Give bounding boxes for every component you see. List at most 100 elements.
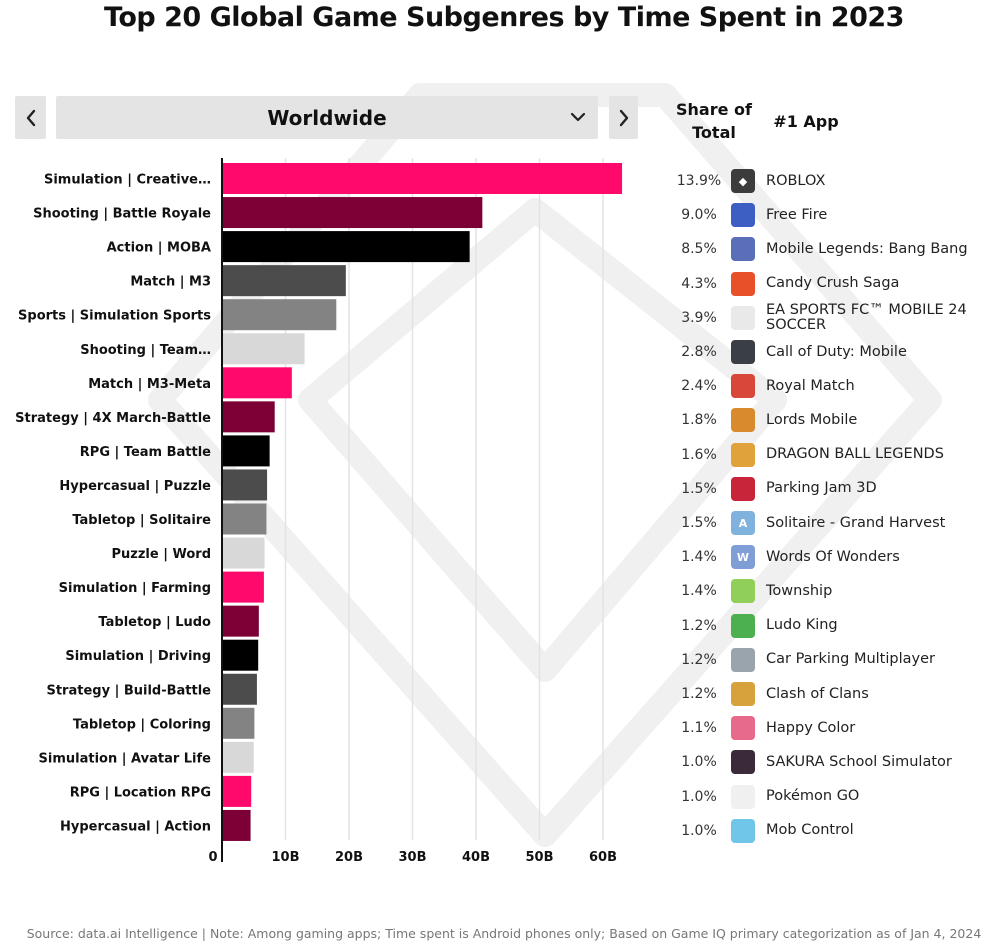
app-name: ROBLOX (766, 172, 826, 189)
bar (222, 469, 268, 501)
app-share: 1.4% (681, 583, 717, 600)
app-row: 4.3% Candy Crush Saga (670, 267, 1000, 301)
app-share: 1.1% (681, 720, 717, 737)
ea-sports-fc-icon (731, 305, 755, 330)
category-label: Simulation | Driving (65, 649, 211, 664)
bar (222, 775, 252, 807)
bar (222, 265, 346, 297)
bar (222, 571, 264, 603)
bar-chart: Simulation | Creative… Shooting | Battle … (15, 158, 623, 865)
chart-title: Top 20 Global Game Subgenres by Time Spe… (104, 2, 904, 33)
category-label: Puzzle | Word (111, 547, 211, 562)
free-fire-icon (731, 203, 755, 228)
app-name: Township (766, 582, 833, 599)
roblox-icon: ◆ (731, 169, 755, 193)
app-share: 1.2% (681, 651, 717, 668)
next-region-button[interactable] (609, 96, 638, 139)
x-tick-label: 10B (272, 850, 300, 865)
app-share: 9.0% (681, 207, 717, 224)
app-name: Car Parking Multiplayer (766, 651, 935, 668)
bar (222, 197, 483, 229)
share-header-line-2: Total (692, 123, 736, 142)
category-label: Hypercasual | Puzzle (59, 479, 211, 494)
app-share: 1.0% (681, 754, 717, 771)
bar (222, 741, 254, 773)
bar (222, 605, 259, 637)
app-share: 1.8% (681, 412, 717, 429)
category-label: Shooting | Battle Royale (33, 207, 211, 222)
app-row: 9.0% Free Fire (670, 198, 1000, 232)
app-row: 1.0% Pokémon GO (670, 780, 1000, 814)
app-share: 1.5% (681, 480, 717, 497)
x-tick-label: 30B (399, 850, 427, 865)
category-label: Tabletop | Coloring (73, 717, 211, 732)
township-icon (731, 579, 755, 604)
bar (222, 809, 251, 841)
lords-mobile-icon (731, 408, 755, 433)
source-note: Source: data.ai Intelligence | Note: Amo… (26, 926, 982, 941)
call-of-duty-icon (731, 340, 755, 364)
x-tick-label: 20B (335, 850, 363, 865)
x-tick-label: 50B (526, 850, 554, 865)
app-name: Clash of Clans (766, 685, 869, 702)
dragon-ball-legends-icon (731, 442, 755, 467)
words-of-wonders-icon: W (731, 545, 755, 570)
app-share: 2.4% (681, 378, 717, 395)
bar (222, 299, 337, 331)
category-label: Sports | Simulation Sports (18, 309, 211, 324)
region-dropdown[interactable]: Worldwide (56, 96, 598, 139)
category-label: Shooting | Team… (80, 343, 211, 358)
category-label: RPG | Location RPG (70, 785, 211, 800)
app-share: 4.3% (681, 275, 717, 292)
category-label: RPG | Team Battle (80, 445, 211, 460)
app-row: 1.5% A Solitaire - Grand Harvest (670, 506, 1000, 540)
bar (222, 537, 265, 569)
app-name: Candy Crush Saga (766, 275, 900, 292)
x-tick-label: 60B (589, 850, 617, 865)
app-share: 1.5% (681, 515, 717, 531)
app-row: 1.2% Clash of Clans (670, 677, 1000, 711)
happy-color-icon (731, 716, 755, 741)
share-column-header: Share of Total (672, 98, 756, 144)
previous-region-button[interactable] (15, 96, 46, 139)
app-share: 1.2% (681, 686, 717, 702)
parking-jam-icon (731, 476, 755, 501)
mobile-legends-icon (731, 237, 755, 262)
app-name: Happy Color (766, 719, 856, 736)
bar (222, 435, 270, 467)
chevron-down-icon (570, 112, 586, 122)
app-share: 1.0% (681, 788, 717, 805)
app-name: Mob Control (766, 822, 854, 839)
category-label: Strategy | Build-Battle (46, 683, 211, 698)
chevron-right-icon (619, 109, 628, 126)
candy-crush-icon (731, 271, 755, 296)
solitaire-grand-harvest-icon: A (731, 511, 755, 535)
category-label: Simulation | Farming (59, 581, 211, 596)
bar (222, 401, 275, 433)
app-row: 1.2% Ludo King (670, 609, 1000, 643)
app-name: Call of Duty: Mobile (766, 343, 907, 360)
bar (222, 333, 305, 365)
app-name: Parking Jam 3D (766, 480, 877, 497)
app-row: 1.4% Township (670, 574, 1000, 608)
app-share: 1.0% (681, 822, 717, 839)
app-row: 1.2% Car Parking Multiplayer (670, 643, 1000, 677)
app-name: Words Of Wonders (766, 548, 900, 565)
app-row: 13.9% ◆ ROBLOX (670, 164, 1000, 198)
bar (222, 673, 257, 705)
app-row: 1.1% Happy Color (670, 711, 1000, 745)
ludo-king-icon (731, 613, 755, 638)
app-row: 8.5% Mobile Legends: Bang Bang (670, 232, 1000, 266)
bar (222, 231, 470, 263)
app-row: 1.0% SAKURA School Simulator (670, 745, 1000, 779)
clash-of-clans-icon (731, 682, 755, 706)
pokemon-go-icon (731, 784, 755, 809)
bar (222, 707, 255, 739)
category-label: Action | MOBA (107, 241, 211, 256)
mob-control-icon (731, 818, 755, 843)
royal-match-icon (731, 374, 755, 399)
bar (222, 639, 259, 671)
share-header-line-1: Share of (676, 100, 752, 119)
sakura-school-icon (731, 750, 755, 775)
app-row: 1.8% Lords Mobile (670, 403, 1000, 437)
